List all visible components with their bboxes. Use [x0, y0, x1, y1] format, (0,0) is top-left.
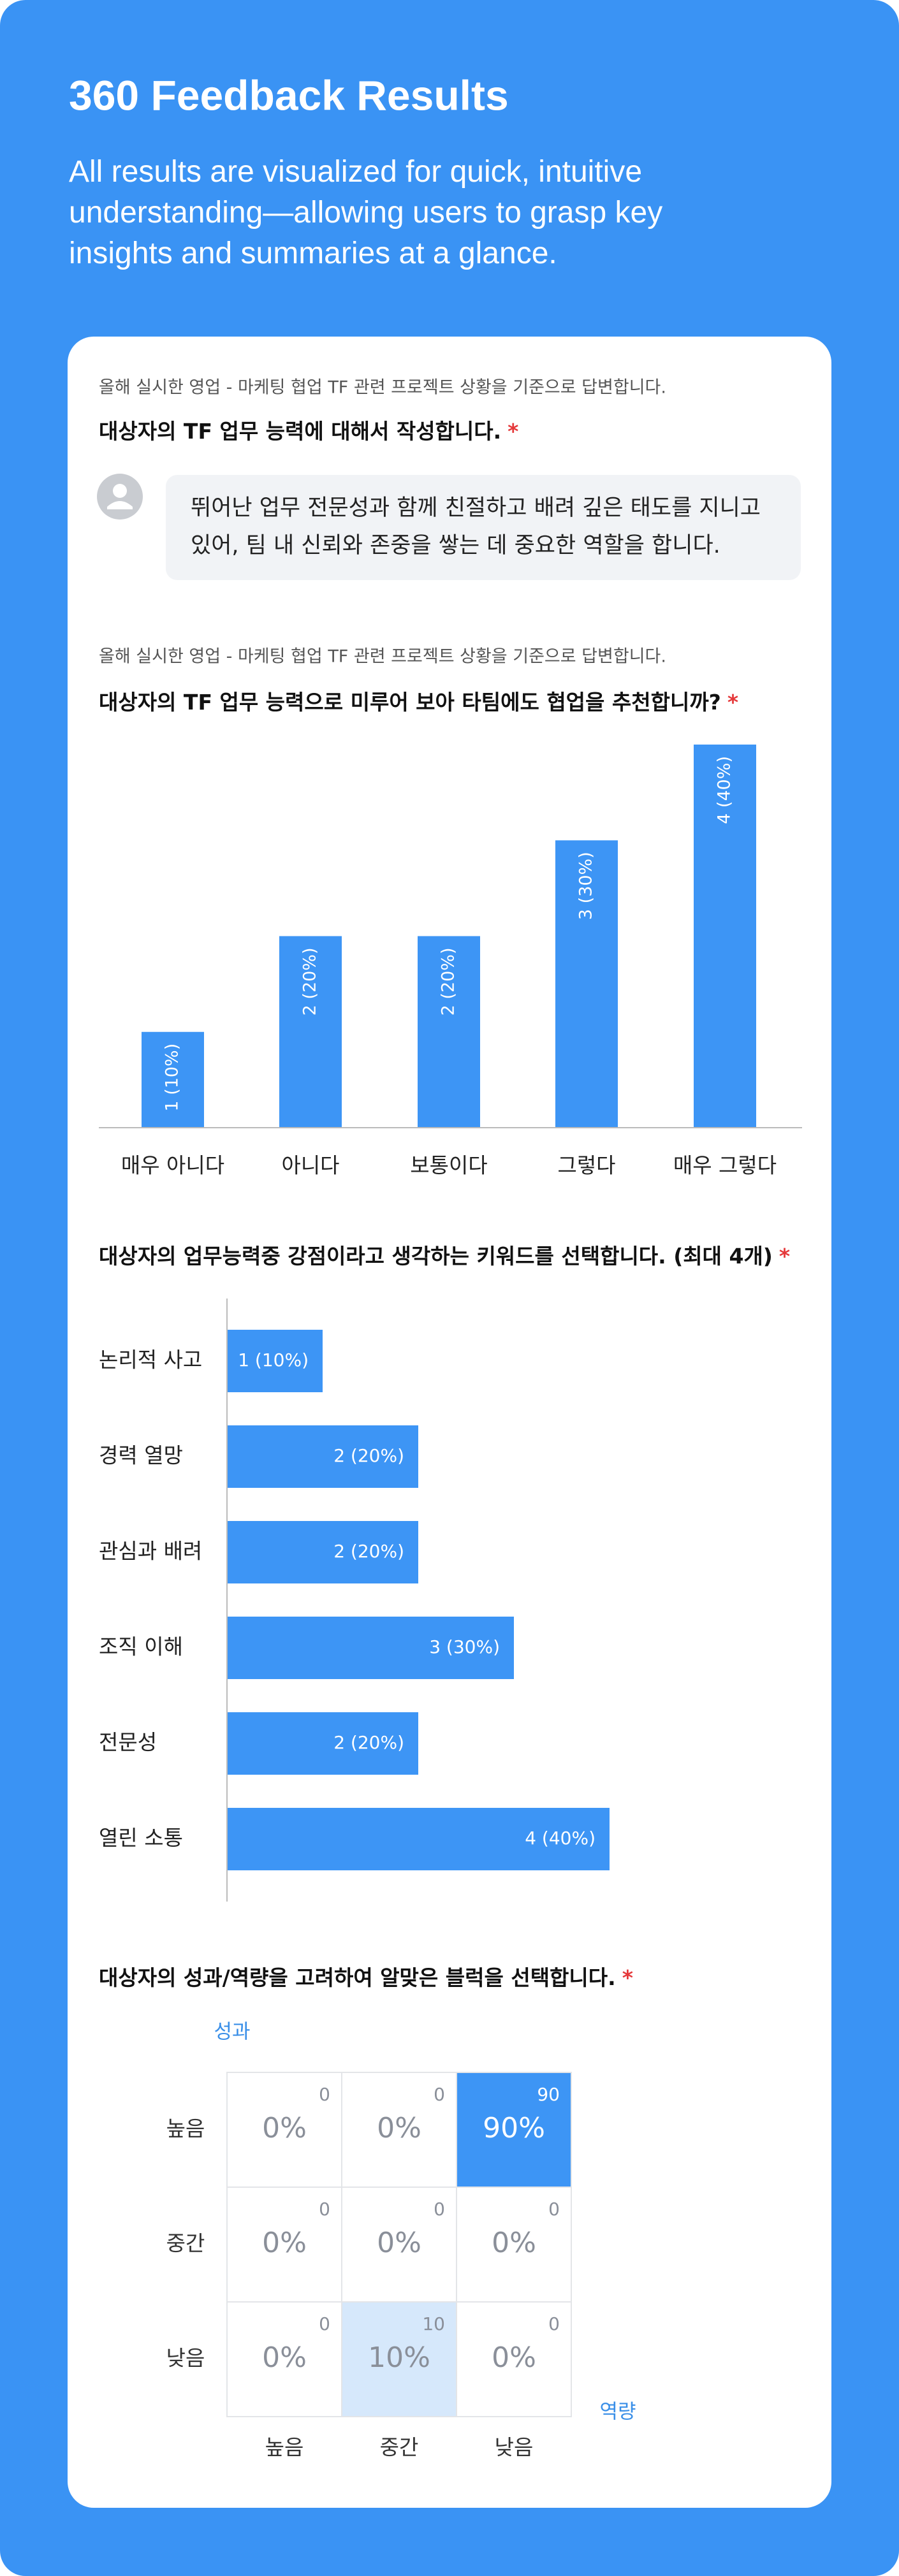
bar — [418, 936, 480, 1128]
bar — [227, 1808, 610, 1870]
subtitle: All results are visualized for quick, in… — [69, 155, 663, 270]
cell-percent: 90% — [483, 2112, 545, 2144]
bar — [227, 1521, 418, 1583]
bar — [227, 1617, 514, 1679]
cell-percent: 10% — [368, 2341, 430, 2374]
cell-count: 0 — [319, 2084, 330, 2105]
row-label: 낮음 — [166, 2346, 205, 2371]
avatar-head — [113, 484, 127, 498]
bar — [142, 1031, 204, 1128]
y-axis-label: 성과 — [214, 2021, 250, 2044]
cell-percent: 0% — [492, 2227, 536, 2259]
cell — [226, 2187, 342, 2303]
context: 올해 실시한 영업 - 마케팅 협업 TF 관련 프로젝트 상황을 기준으로 답… — [99, 647, 666, 667]
question: 대상자의 업무능력중 강점이라고 생각하는 키워드를 선택합니다. (최대 4개… — [99, 1244, 790, 1269]
cell-count: 0 — [434, 2199, 445, 2220]
y-tick-label: 열린 소통 — [99, 1826, 183, 1851]
value-label: 2 (20%) — [333, 1445, 404, 1466]
question-text: 대상자의 TF 업무 능력으로 미루어 보아 타팀에도 협업을 추천합니까? — [99, 690, 721, 715]
y-tick-label: 관심과 배려 — [99, 1539, 202, 1564]
required-mark: * — [508, 419, 518, 444]
title: 360 Feedback Results — [69, 71, 509, 119]
required-mark: * — [779, 1244, 790, 1269]
value-label: 1 (10%) — [163, 1044, 182, 1112]
required-mark: * — [622, 1965, 633, 1990]
cell-count: 0 — [434, 2084, 445, 2105]
value-label: 2 (20%) — [300, 948, 320, 1016]
cell-count: 10 — [422, 2313, 445, 2334]
cell — [456, 2072, 572, 2188]
cell-percent: 0% — [492, 2341, 536, 2374]
y-tick-label: 조직 이해 — [99, 1634, 183, 1659]
cell — [226, 2072, 342, 2188]
value-label: 3 (30%) — [429, 1636, 500, 1657]
row-label: 중간 — [166, 2231, 205, 2256]
bar — [279, 936, 342, 1128]
question-text: 대상자의 성과/역량을 고려하여 알맞은 블럭을 선택합니다. — [99, 1965, 616, 1990]
x-tick-label: 아니다 — [281, 1153, 339, 1178]
question: 대상자의 TF 업무 능력으로 미루어 보아 타팀에도 협업을 추천합니까? * — [99, 690, 738, 715]
answer-text: 뛰어난 업무 전문성과 함께 친절하고 배려 깊은 태도를 지니고 있어, 팀 … — [191, 495, 761, 558]
bar — [227, 1330, 323, 1392]
cell-count: 0 — [319, 2313, 330, 2334]
value-label: 2 (20%) — [439, 948, 458, 1016]
cell — [456, 2301, 572, 2417]
cell-percent: 0% — [262, 2112, 307, 2144]
y-tick-label: 논리적 사고 — [99, 1348, 202, 1372]
value-label: 2 (20%) — [333, 1541, 404, 1562]
column-label: 높음 — [265, 2435, 304, 2460]
avatar-body — [107, 501, 133, 509]
answer-box — [166, 475, 801, 580]
bar — [555, 840, 618, 1128]
value-label: 4 (40%) — [525, 1828, 596, 1849]
question: 대상자의 TF 업무 능력에 대해서 작성합니다. * — [99, 419, 518, 444]
bar — [694, 745, 756, 1128]
bar — [227, 1425, 418, 1488]
bar — [227, 1712, 418, 1775]
x-tick-label: 그렇다 — [557, 1153, 615, 1178]
cell — [456, 2187, 572, 2303]
cell — [341, 2187, 457, 2303]
column-label: 중간 — [380, 2435, 419, 2460]
value-label: 1 (10%) — [238, 1350, 309, 1371]
question: 대상자의 성과/역량을 고려하여 알맞은 블럭을 선택합니다. * — [99, 1965, 633, 1990]
question-text: 대상자의 업무능력중 강점이라고 생각하는 키워드를 선택합니다. (최대 4개… — [99, 1244, 773, 1269]
cell — [341, 2301, 457, 2417]
cell-percent: 0% — [377, 2112, 421, 2144]
cell-count: 0 — [548, 2313, 560, 2334]
required-mark: * — [727, 690, 738, 715]
x-tick-label: 매우 아니다 — [121, 1153, 224, 1178]
x-tick-label: 매우 그렇다 — [673, 1153, 777, 1178]
y-tick-label: 전문성 — [99, 1730, 157, 1755]
cell-percent: 0% — [377, 2227, 421, 2259]
question-text: 대상자의 TF 업무 능력에 대해서 작성합니다. — [99, 419, 501, 444]
value-label: 3 (30%) — [576, 852, 596, 920]
cell-count: 0 — [548, 2199, 560, 2220]
x-tick-label: 보통이다 — [410, 1153, 487, 1178]
y-tick-label: 경력 열망 — [99, 1443, 183, 1468]
cell-count: 0 — [319, 2199, 330, 2220]
value-label: 4 (40%) — [715, 756, 735, 824]
value-label: 2 (20%) — [333, 1732, 404, 1753]
context: 올해 실시한 영업 - 마케팅 협업 TF 관련 프로젝트 상황을 기준으로 답… — [99, 378, 666, 398]
cell-count: 90 — [537, 2084, 560, 2105]
cell-percent: 0% — [262, 2227, 307, 2259]
x-axis-label: 역량 — [599, 2401, 636, 2424]
row-label: 높음 — [166, 2116, 205, 2141]
column-label: 낮음 — [495, 2435, 534, 2460]
cell-percent: 0% — [262, 2341, 307, 2374]
